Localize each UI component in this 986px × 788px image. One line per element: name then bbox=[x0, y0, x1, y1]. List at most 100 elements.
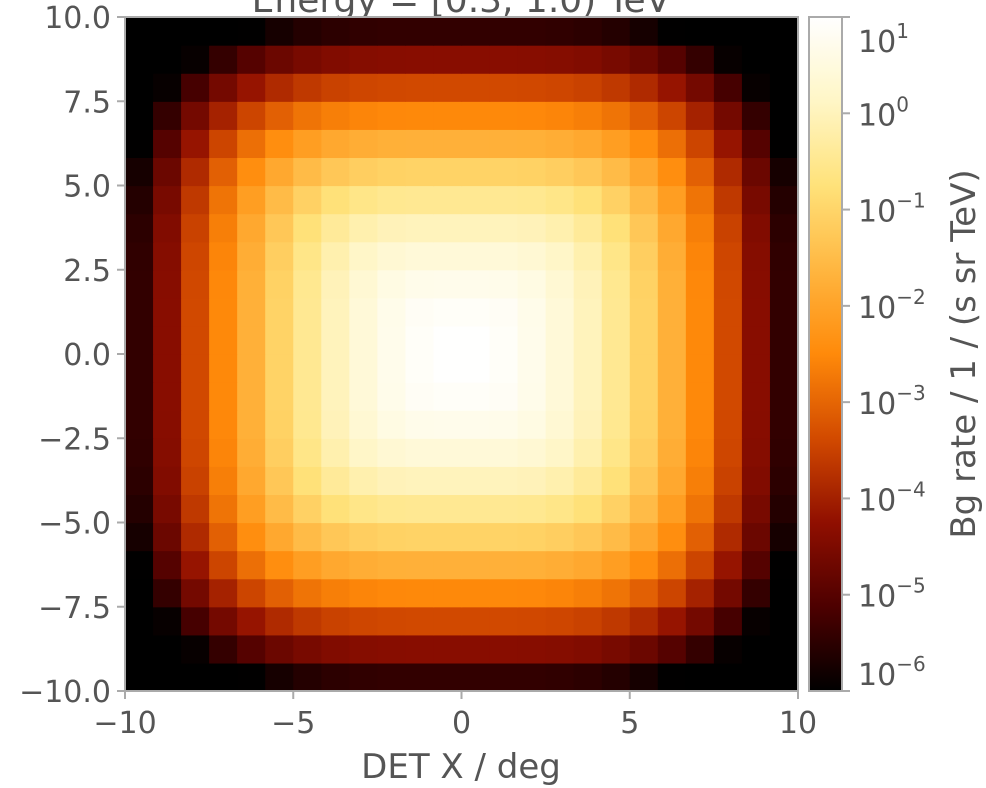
heatmap-cell bbox=[237, 73, 266, 102]
heatmap-cell bbox=[741, 45, 771, 74]
heatmap-cell bbox=[685, 466, 715, 496]
heatmap-cell bbox=[769, 410, 799, 439]
heatmap-cell bbox=[293, 606, 322, 636]
heatmap-cell bbox=[489, 606, 519, 636]
heatmap-cell bbox=[489, 185, 519, 215]
heatmap-cell bbox=[153, 157, 182, 187]
heatmap-cell bbox=[181, 410, 210, 439]
heatmap-cell bbox=[349, 578, 378, 608]
heatmap-cell bbox=[321, 382, 350, 411]
heatmap-cell bbox=[685, 550, 715, 580]
heatmap-cell bbox=[741, 382, 771, 411]
heatmap-cell bbox=[657, 466, 687, 496]
heatmap-cell bbox=[405, 550, 435, 580]
heatmap-cell bbox=[349, 662, 378, 692]
heatmap-cell bbox=[181, 578, 210, 608]
heatmap-cell bbox=[265, 634, 294, 664]
heatmap-cell bbox=[433, 634, 463, 664]
colorbar-tick-label: 10−1 bbox=[858, 189, 926, 230]
heatmap-cell bbox=[461, 494, 491, 524]
heatmap-cell bbox=[237, 410, 266, 439]
heatmap-cell bbox=[461, 354, 491, 383]
heatmap-cell bbox=[657, 101, 687, 130]
heatmap-cell bbox=[405, 634, 435, 664]
heatmap-cell bbox=[601, 241, 631, 271]
heatmap-cell bbox=[741, 522, 771, 552]
heatmap-cell bbox=[433, 213, 463, 243]
heatmap-cell bbox=[713, 494, 743, 524]
heatmap-cell bbox=[489, 297, 519, 327]
heatmap-cell bbox=[461, 157, 491, 187]
heatmap-cell bbox=[181, 241, 210, 271]
heatmap-cell bbox=[209, 129, 238, 159]
heatmap-cell bbox=[545, 269, 575, 299]
heatmap-cell bbox=[573, 522, 603, 552]
heatmap-cell bbox=[321, 45, 350, 74]
heatmap-cell bbox=[489, 213, 519, 243]
heatmap-cell bbox=[209, 213, 238, 243]
heatmap-cell bbox=[629, 634, 659, 664]
heatmap-cell bbox=[657, 213, 687, 243]
heatmap-cell bbox=[741, 634, 771, 664]
heatmap-cell bbox=[433, 550, 463, 580]
heatmap-cell bbox=[601, 213, 631, 243]
heatmap-cell bbox=[741, 185, 771, 215]
heatmap-cell bbox=[769, 101, 799, 130]
heatmap-cell bbox=[153, 45, 182, 74]
heatmap-cell bbox=[153, 17, 182, 46]
heatmap-cell bbox=[181, 550, 210, 580]
heatmap-cell bbox=[293, 578, 322, 608]
heatmap-cell bbox=[545, 325, 575, 355]
heatmap-cell bbox=[265, 438, 294, 467]
heatmap-cell bbox=[293, 438, 322, 467]
heatmap-cell bbox=[153, 382, 182, 411]
heatmap-cell bbox=[209, 466, 238, 496]
heatmap-cell bbox=[657, 45, 687, 74]
heatmap-cell bbox=[461, 17, 491, 46]
y-tick-label: 10.0 bbox=[44, 1, 111, 36]
heatmap-cell bbox=[125, 17, 154, 46]
heatmap-cell bbox=[769, 494, 799, 524]
heatmap-cell bbox=[489, 550, 519, 580]
heatmap-cell bbox=[489, 157, 519, 187]
heatmap-cell bbox=[265, 550, 294, 580]
heatmap-cell bbox=[293, 494, 322, 524]
heatmap-cell bbox=[237, 578, 266, 608]
heatmap-cell bbox=[713, 269, 743, 299]
heatmap-cell bbox=[349, 410, 378, 439]
heatmap-cell bbox=[377, 129, 407, 159]
heatmap-cell bbox=[433, 297, 463, 327]
heatmap-cell bbox=[517, 101, 547, 130]
heatmap-cell bbox=[153, 410, 182, 439]
heatmap-cell bbox=[685, 129, 715, 159]
heatmap-cell bbox=[237, 241, 266, 271]
heatmap-cell bbox=[489, 241, 519, 271]
heatmap-cell bbox=[153, 522, 182, 552]
heatmap-cell bbox=[209, 325, 238, 355]
heatmap-cell bbox=[181, 73, 210, 102]
heatmap-cell bbox=[209, 17, 238, 46]
heatmap-cell bbox=[181, 185, 210, 215]
heatmap-cell bbox=[125, 45, 154, 74]
heatmap-cell bbox=[321, 410, 350, 439]
heatmap-cell bbox=[545, 578, 575, 608]
heatmap-cell bbox=[237, 354, 266, 383]
heatmap-cell bbox=[265, 73, 294, 102]
heatmap-cell bbox=[489, 17, 519, 46]
heatmap-cell bbox=[433, 157, 463, 187]
heatmap-cell bbox=[265, 101, 294, 130]
heatmap-cell bbox=[769, 325, 799, 355]
heatmap-cell bbox=[237, 466, 266, 496]
heatmap-cell bbox=[601, 382, 631, 411]
heatmap-cell bbox=[769, 241, 799, 271]
heatmap-cell bbox=[601, 17, 631, 46]
heatmap-cell bbox=[713, 45, 743, 74]
heatmap-cell bbox=[125, 494, 154, 524]
y-tick-label: 0.0 bbox=[63, 338, 111, 373]
x-tick-label: −10 bbox=[93, 706, 156, 741]
heatmap-cell bbox=[293, 73, 322, 102]
heatmap-cell bbox=[377, 45, 407, 74]
heatmap-cell bbox=[125, 522, 154, 552]
heatmap-cell bbox=[489, 410, 519, 439]
heatmap-cell bbox=[629, 269, 659, 299]
